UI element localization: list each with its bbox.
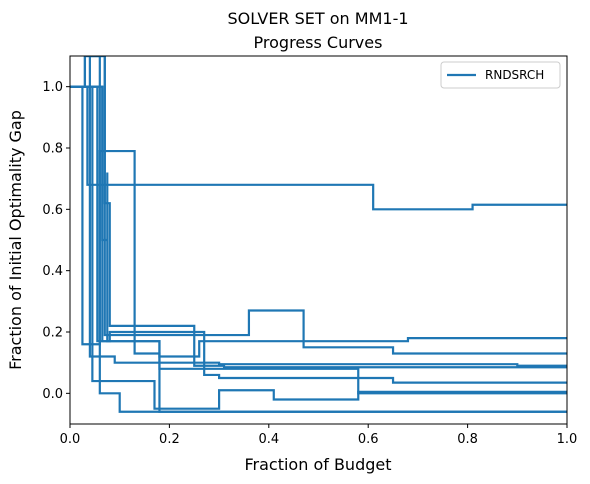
x-axis-label: Fraction of Budget [244,455,391,474]
progress-curve-10 [70,56,567,413]
y-tick-label: 1.0 [42,80,63,95]
x-tick-label: 1.0 [557,432,578,447]
x-axis: 0.0 0.2 0.4 0.6 0.8 1.0 [60,424,578,447]
progress-curve-7 [70,85,567,395]
y-tick-label: 0.6 [42,203,63,218]
chart-subtitle: Progress Curves [254,33,383,52]
y-axis: 0.0 0.2 0.4 0.6 0.8 1.0 [42,80,70,402]
progress-curve-3 [70,56,567,355]
legend-label-rndsrch: RNDSRCH [485,68,544,82]
x-tick-label: 0.2 [159,432,180,447]
progress-curve-5 [70,85,567,384]
x-tick-label: 0.0 [60,432,81,447]
plot-frame [69,55,568,425]
y-axis-label: Fraction of Initial Optimality Gap [6,110,25,370]
progress-curve-1 [70,85,567,211]
series-group [70,56,567,413]
y-tick-label: 0.2 [42,326,63,341]
y-tick-label: 0.0 [42,387,63,402]
progress-curve-9 [70,85,567,410]
y-tick-label: 0.4 [42,264,63,279]
x-tick-label: 0.4 [258,432,279,447]
legend-box [440,61,561,89]
x-tick-label: 0.8 [457,432,478,447]
x-tick-label: 0.6 [358,432,379,447]
legend: RNDSRCH [440,61,561,89]
progress-curve-2 [70,85,567,413]
y-tick-label: 0.8 [42,142,63,157]
chart-title: SOLVER SET on MM1-1 [227,9,408,28]
